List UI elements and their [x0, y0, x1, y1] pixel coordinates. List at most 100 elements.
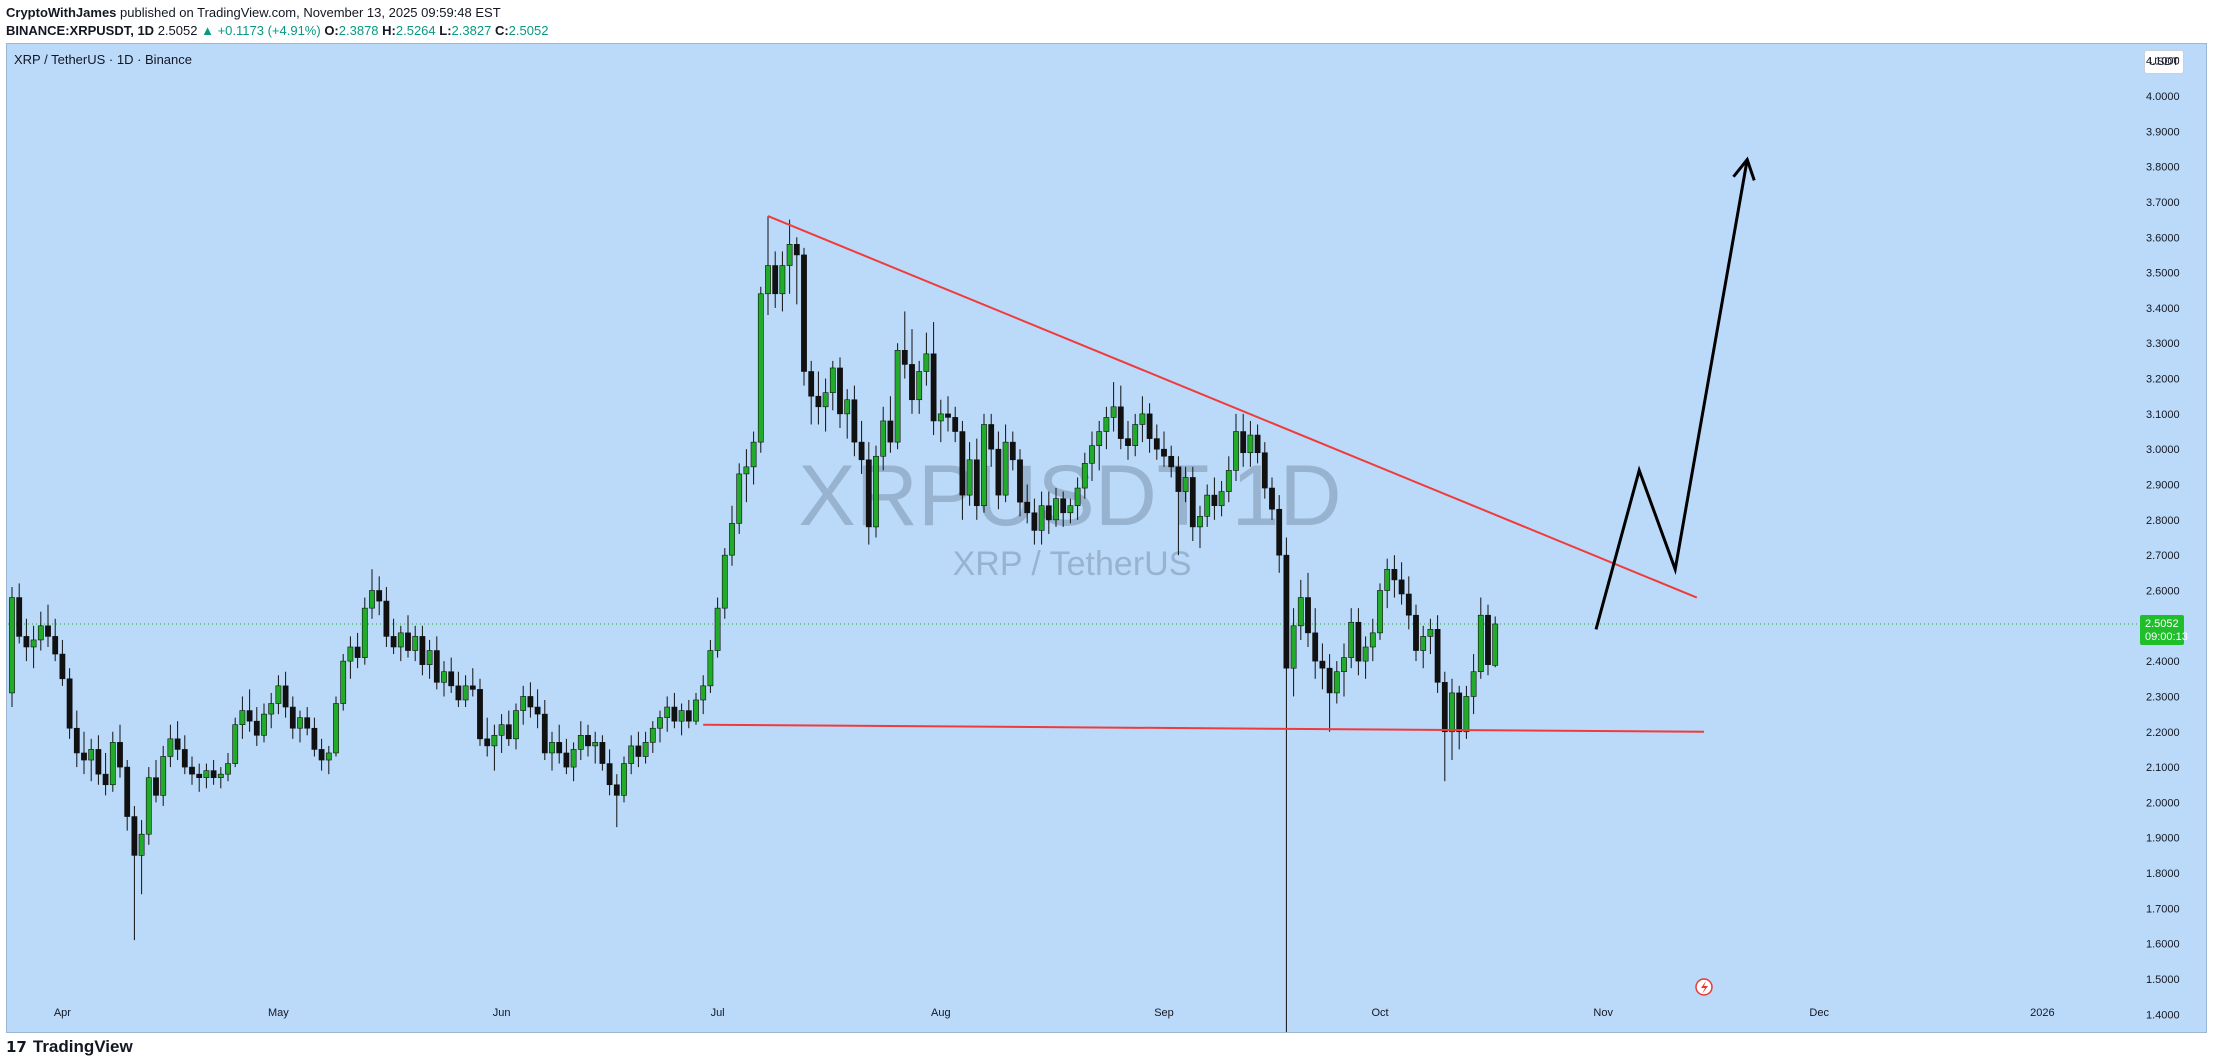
candle-body	[160, 756, 167, 796]
candle-body	[966, 459, 973, 496]
candle-body	[109, 742, 116, 786]
candle-body	[1290, 625, 1297, 669]
candle-body	[189, 766, 195, 775]
watermark-symbol: XRPUSDT 1D	[798, 448, 1341, 544]
x-tick-label: Jul	[711, 1007, 725, 1019]
ohlc-line: BINANCE:XRPUSDT, 1D 2.5052 ▲ +0.1173 (+4…	[6, 22, 548, 40]
author-name[interactable]: CryptoWithJames	[6, 5, 117, 20]
candle-body	[1002, 441, 1009, 496]
candle-body	[1247, 434, 1254, 454]
candle-body	[693, 699, 699, 722]
candle-body	[1276, 508, 1283, 556]
candle-body	[261, 713, 267, 736]
candle-body	[1283, 554, 1290, 669]
publish-line: CryptoWithJames published on TradingView…	[6, 4, 548, 22]
candle-body	[1384, 568, 1391, 591]
close-value: 2.5052	[508, 23, 549, 38]
candle-body	[1362, 646, 1369, 662]
candle-body	[1031, 512, 1038, 531]
candle-body	[448, 671, 455, 687]
candle-body	[1153, 438, 1160, 450]
candle-body	[541, 713, 548, 754]
candle-body	[765, 265, 771, 295]
candle-body	[959, 431, 966, 496]
candle-body	[1060, 498, 1067, 514]
y-tick-label: 1.4000	[2146, 1009, 2180, 1021]
candle-body	[1254, 434, 1261, 454]
price-tag-value: 2.5052	[2145, 618, 2179, 630]
y-tick-label: 2.8000	[2146, 515, 2180, 527]
candle-body	[52, 636, 59, 655]
candle-body	[1405, 593, 1412, 616]
candle-body	[390, 636, 397, 648]
currency-button[interactable]: USDT	[2144, 50, 2184, 74]
x-tick-label: Oct	[1371, 1007, 1388, 1019]
resistance-trendline	[767, 215, 1698, 599]
support-trendline	[703, 723, 1705, 733]
candle-body	[1333, 671, 1340, 694]
chart-panel[interactable]	[6, 43, 2207, 1033]
candle-body	[16, 597, 23, 637]
candle-body	[1110, 406, 1117, 418]
candle-body	[685, 710, 692, 722]
y-tick-label: 3.1000	[2146, 409, 2180, 421]
candle-body	[916, 371, 923, 401]
candle-body	[275, 685, 282, 704]
candle-body	[865, 459, 872, 528]
symbol-legend: XRP / TetherUS · 1D · Binance	[14, 52, 192, 67]
candle-body	[498, 724, 505, 736]
candle-body	[181, 749, 188, 768]
candle-body	[1355, 621, 1362, 662]
candle-body	[282, 685, 289, 708]
x-tick-label: Aug	[931, 1007, 951, 1019]
candle-body	[1261, 452, 1268, 489]
projection-arrowhead	[1732, 156, 1756, 181]
candle-body	[73, 727, 80, 754]
price-tag-box	[2140, 614, 2184, 645]
candle-body	[477, 689, 483, 740]
candle-body	[469, 685, 476, 690]
candle-body	[1233, 431, 1239, 471]
candle-body	[599, 742, 606, 764]
candle-body	[657, 717, 663, 729]
candle-body	[246, 710, 253, 722]
candle-body	[23, 636, 30, 648]
candle-body	[901, 349, 908, 365]
candle-body	[1413, 614, 1419, 651]
footer-brand[interactable]: 𝟭𝟳 TradingView	[6, 1037, 133, 1057]
candle-body	[1074, 487, 1081, 507]
candle-body	[462, 685, 469, 701]
candle-body	[1053, 498, 1059, 521]
candle-body	[721, 554, 728, 609]
candle-body	[505, 724, 512, 740]
candle-body	[153, 777, 159, 796]
candle-body	[1182, 477, 1189, 492]
candle-body	[268, 703, 275, 715]
y-tick-label: 2.4000	[2146, 656, 2180, 668]
candle-body	[1067, 505, 1074, 514]
candle-body	[973, 459, 980, 507]
candle-body	[37, 625, 44, 641]
y-tick-label: 2.3000	[2146, 691, 2180, 703]
lightning-bolt-icon	[1701, 981, 1708, 994]
y-tick-label: 3.5000	[2146, 268, 2180, 280]
candle-body	[30, 639, 37, 648]
candle-body	[909, 364, 915, 401]
candle-body	[772, 265, 779, 295]
candle-body	[1341, 657, 1347, 673]
candle-body	[1240, 431, 1247, 454]
candle-body	[678, 710, 685, 722]
candle-body	[527, 696, 534, 708]
candle-body	[837, 367, 843, 415]
candle-body	[815, 395, 822, 408]
candle-body	[174, 738, 181, 750]
price-change: ▲ +0.1173 (+4.91%)	[201, 23, 321, 38]
candle-body	[9, 597, 15, 694]
candle-body	[383, 600, 390, 637]
chart-header: CryptoWithJames published on TradingView…	[6, 4, 548, 40]
price-tag-countdown: 09:00:13	[2145, 631, 2188, 643]
y-tick-label: 4.0000	[2146, 91, 2180, 103]
candle-body	[45, 625, 51, 637]
candle-body	[793, 244, 800, 256]
